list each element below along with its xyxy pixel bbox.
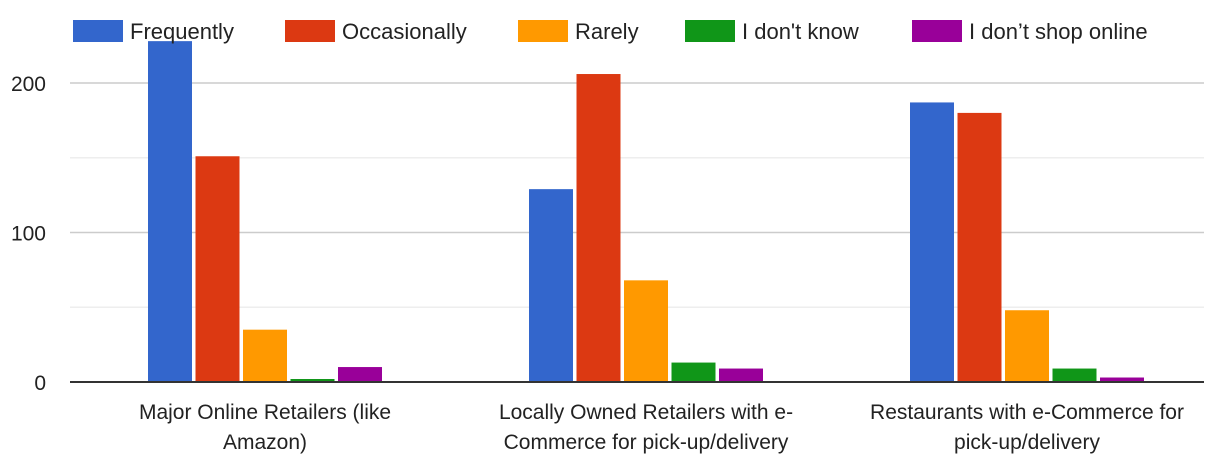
bar-occasionally-1[interactable] xyxy=(195,156,240,382)
bar-i-don-t-shop-online-3[interactable] xyxy=(1100,377,1144,382)
bar-rarely-2[interactable] xyxy=(624,280,668,382)
x-category-label: Restaurants with e-Commerce for xyxy=(870,401,1184,424)
bar-i-don-t-shop-online-1[interactable] xyxy=(338,367,382,382)
legend-item[interactable]: I don't know xyxy=(685,19,859,44)
bar-i-don-t-know-2[interactable] xyxy=(671,362,716,382)
legend-swatch xyxy=(285,20,335,42)
x-category-label: Commerce for pick-up/delivery xyxy=(504,431,789,454)
y-tick-label: 100 xyxy=(11,223,46,246)
legend-item[interactable]: Rarely xyxy=(518,19,639,44)
legend-item[interactable]: Frequently xyxy=(73,19,234,44)
legend-label: Occasionally xyxy=(342,19,467,44)
legend-swatch xyxy=(518,20,568,42)
bars xyxy=(148,41,1144,383)
y-tick-label: 0 xyxy=(34,372,46,395)
legend-swatch xyxy=(73,20,123,42)
bar-frequently-2[interactable] xyxy=(529,189,573,382)
x-category-label: pick-up/delivery xyxy=(954,431,1100,454)
legend-label: Rarely xyxy=(575,19,639,44)
bar-i-don-t-know-1[interactable] xyxy=(290,379,335,382)
bar-i-don-t-know-3[interactable] xyxy=(1052,368,1097,382)
bar-frequently-1[interactable] xyxy=(148,41,192,382)
x-category-label: Major Online Retailers (like xyxy=(139,401,391,424)
bar-frequently-3[interactable] xyxy=(910,102,954,382)
x-category-label: Locally Owned Retailers with e- xyxy=(499,401,793,424)
gridlines xyxy=(70,82,1204,308)
legend-swatch xyxy=(912,20,962,42)
legend[interactable]: Frequently Occasionally Rarely I don't know… xyxy=(73,19,1148,44)
legend-label: I don’t shop online xyxy=(969,19,1148,44)
bar-rarely-3[interactable] xyxy=(1005,310,1049,382)
y-tick-label: 200 xyxy=(11,73,46,96)
legend-label: Frequently xyxy=(130,19,234,44)
bar-rarely-1[interactable] xyxy=(243,329,287,382)
bar-i-don-t-shop-online-2[interactable] xyxy=(719,368,763,382)
legend-swatch xyxy=(685,20,735,42)
legend-label: I don't know xyxy=(742,19,859,44)
legend-item[interactable]: I don’t shop online xyxy=(912,19,1148,44)
axes: 0 100 200 Major Online Retailers (like Amazo… xyxy=(11,73,1204,454)
legend-item[interactable]: Occasionally xyxy=(285,19,467,44)
x-category-label: Amazon) xyxy=(223,431,307,454)
bar-occasionally-2[interactable] xyxy=(576,74,621,382)
bar-occasionally-3[interactable] xyxy=(957,112,1002,383)
